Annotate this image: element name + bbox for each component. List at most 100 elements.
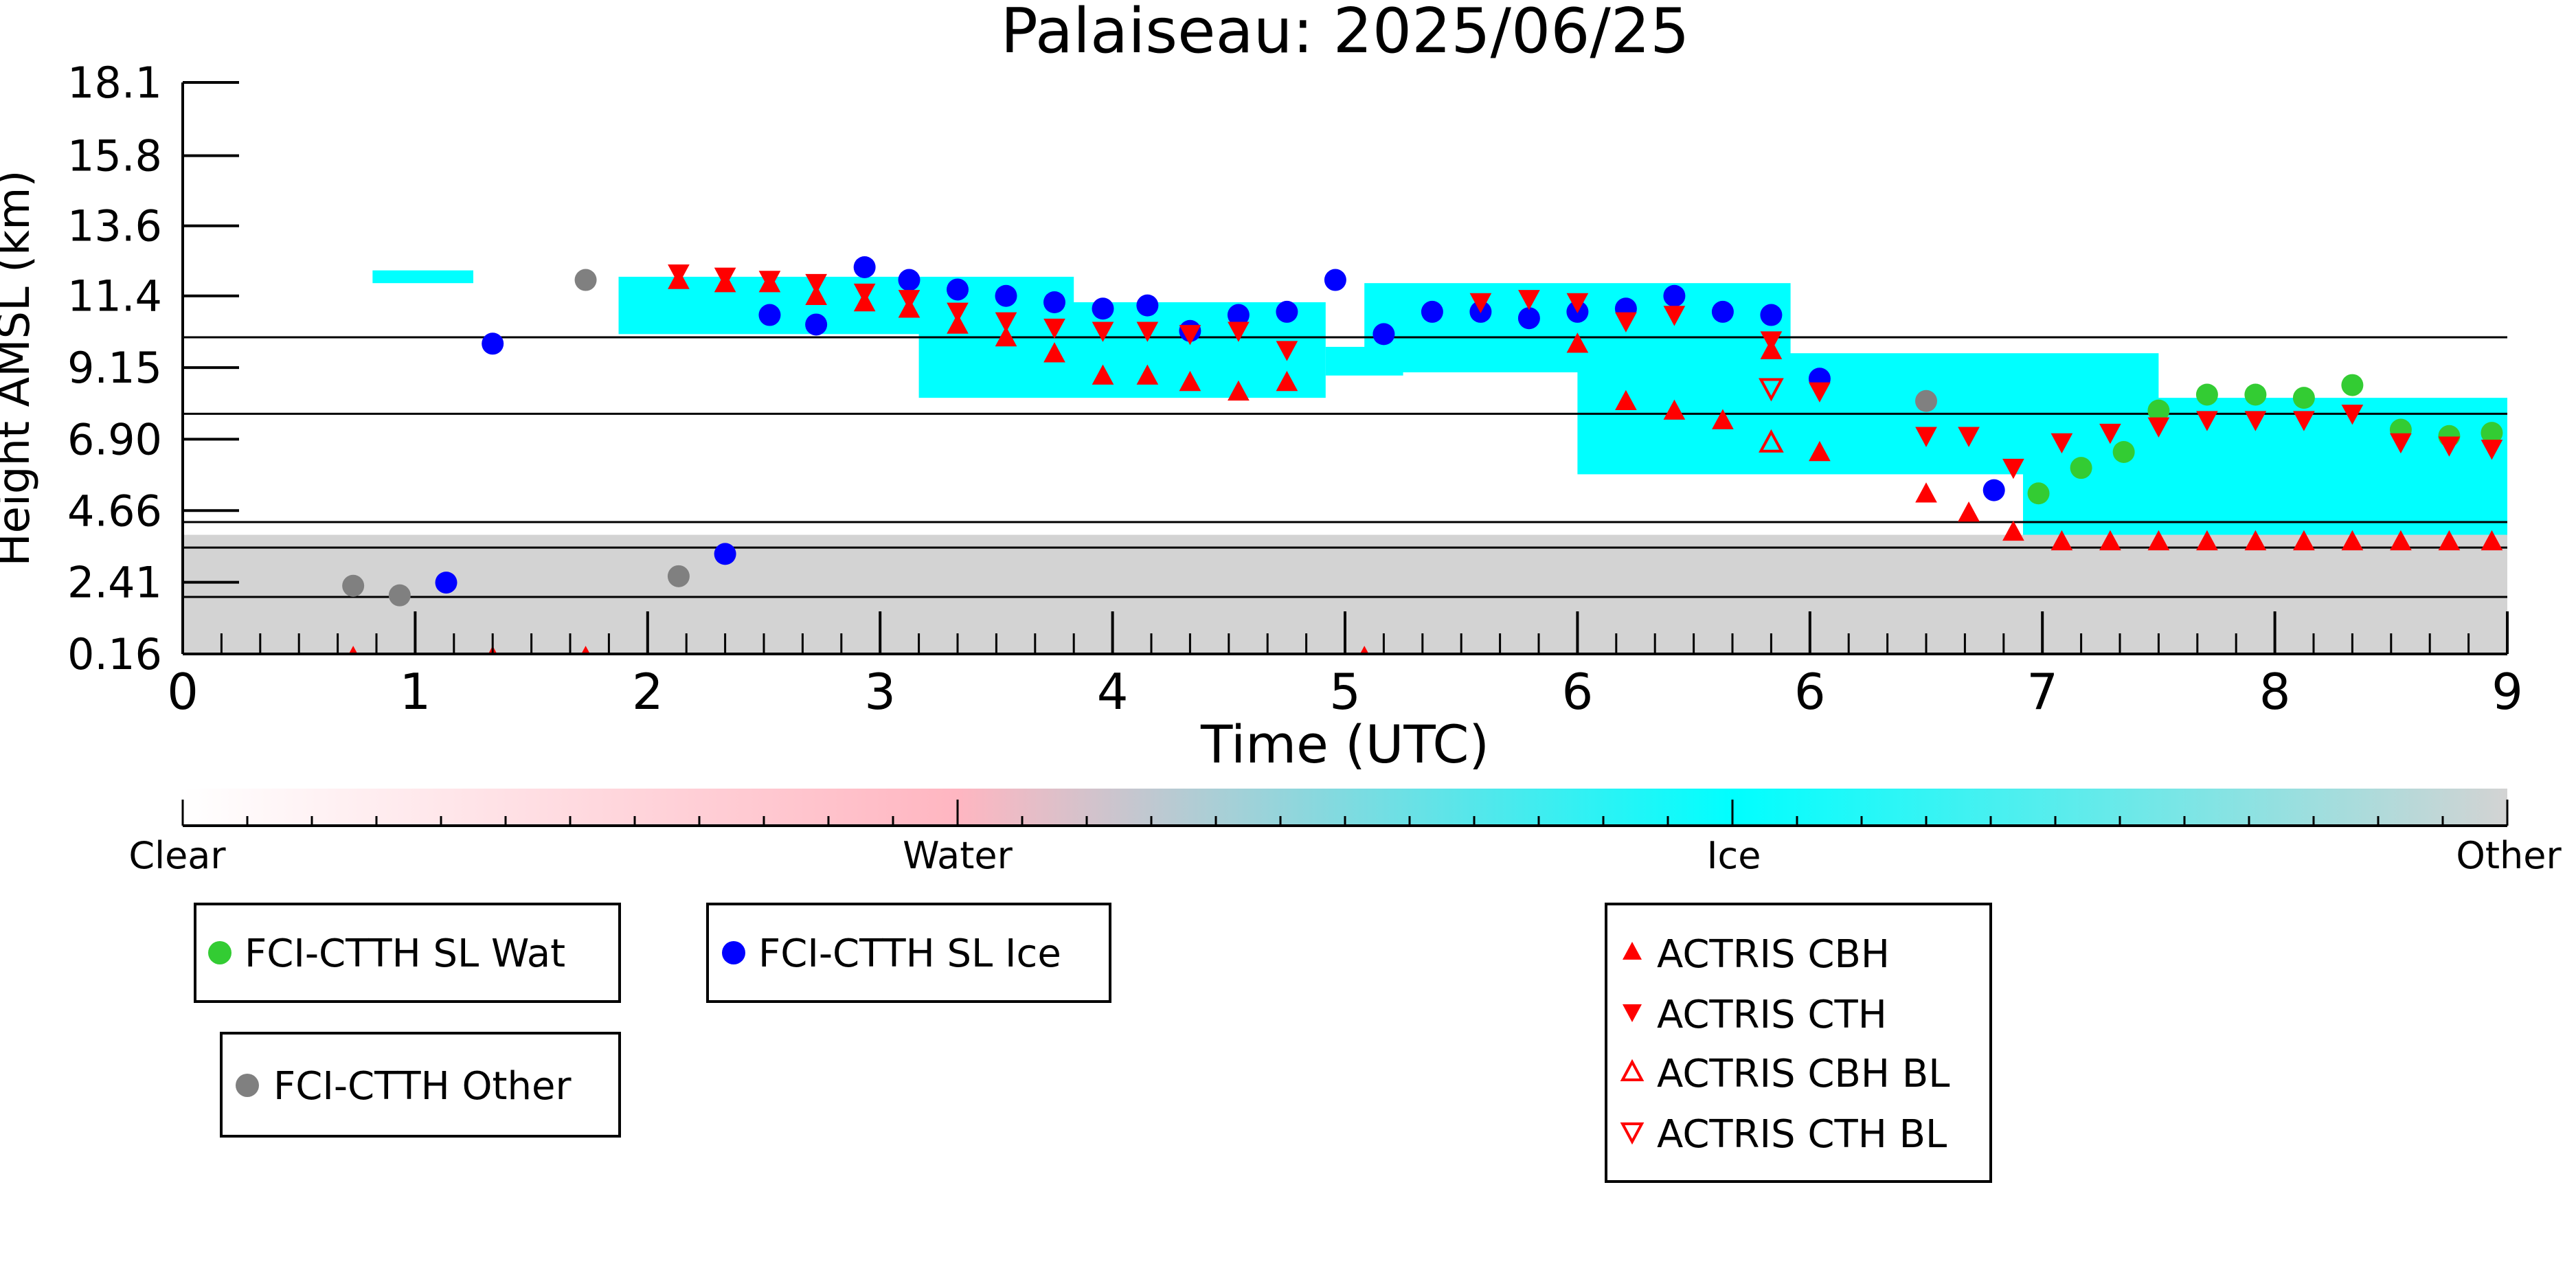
actris-cth-point (805, 273, 827, 295)
actris-cth-point (1179, 325, 1201, 346)
legend-marker-cth (1623, 1004, 1642, 1022)
actris-cbh-point (1663, 399, 1686, 420)
actris-cbh-point (947, 313, 969, 334)
actris-cth-point (1760, 331, 1783, 352)
actris-cth-point (2050, 433, 2073, 454)
y-tick-label: 6.90 (67, 414, 162, 464)
x-tick-label: 6 (1561, 663, 1593, 721)
actris-cth-point (1228, 321, 1250, 342)
legend-frame (194, 903, 621, 1003)
actris-cbh-point (2002, 520, 2024, 541)
actris-cbh-bl-point (1759, 429, 1784, 453)
fci-ctth-sl-wat-point (2244, 383, 2267, 406)
actris-cbh-point (1043, 342, 1065, 363)
fci-ctth-sl-ice-point (1227, 304, 1250, 326)
legend-label-cbh-bl: ACTRIS CBH BL (1657, 1052, 1950, 1096)
x-tick-label: 7 (2026, 663, 2058, 721)
legend-label-cbh: ACTRIS CBH (1657, 932, 1890, 977)
actris-cbh-point (2341, 530, 2364, 551)
actris-cth-point (1958, 427, 1980, 447)
axes: 0.16 2.41 4.66 6.90 9.15 11.4 13.6 15.8 18.1 0 1 2… (67, 58, 2523, 721)
actris-cbh-point (1566, 332, 1589, 353)
fci-ctth-sl-ice-point (898, 269, 920, 291)
fci-ctth-other-point (1915, 389, 1937, 412)
fci-ctth-sl-ice-point (1092, 297, 1114, 320)
actris-cth-point (1092, 321, 1114, 342)
colorbar-label-clear: Clear (128, 834, 226, 877)
actris-cbh-point (1615, 389, 1637, 411)
x-tick-label: 2 (632, 663, 664, 721)
legend-label-cth-bl: ACTRIS CTH BL (1657, 1112, 1947, 1157)
fci-ctth-sl-ice-point (1043, 291, 1065, 313)
actris-cth-point (2341, 405, 2364, 425)
actris-cth-point (898, 290, 920, 310)
small-red-mark (1360, 646, 1369, 654)
legend-box-ice: FCI-CTTH SL Ice (706, 903, 1111, 1003)
x-tick-label: 0 (167, 663, 199, 721)
y-tick-label: 18.1 (67, 58, 162, 108)
actris-cth-point (2438, 436, 2461, 457)
legend-frame (1605, 903, 1992, 1183)
legend-label-cth: ACTRIS CTH (1657, 993, 1887, 1037)
fci-ctth-sl-ice-point (1324, 269, 1346, 291)
fci-ctth-sl-ice-point (1276, 300, 1298, 323)
actris-cbh-point (2147, 530, 2170, 551)
actris-cth-point (2293, 411, 2315, 431)
actris-cth-point (2002, 458, 2024, 479)
fci-ctth-sl-ice-point (1663, 284, 1686, 307)
actris-cth-point (1915, 427, 1937, 447)
chart-title: Palaiseau: 2025/06/25 (1001, 0, 1690, 67)
actris-cbh-point (1136, 364, 1159, 385)
legend-label-ice: FCI-CTTH SL Ice (758, 931, 1061, 976)
legend-marker-cbh-bl (1620, 1059, 1645, 1081)
fci-ctth-sl-ice-point (714, 543, 736, 565)
fci-ctth-sl-ice-point (482, 332, 504, 355)
actris-cth-point (1136, 321, 1159, 342)
fci-ctth-sl-wat-point (2147, 399, 2170, 422)
fci-ctth-sl-wat-point (2112, 440, 2135, 463)
x-tick-label: 8 (2259, 663, 2291, 721)
x-axis-label: Time (UTC) (1200, 714, 1489, 775)
y-tick-label: 11.4 (67, 271, 162, 321)
actris-cth-point (2147, 417, 2170, 438)
actris-cbh-point (2099, 530, 2121, 551)
fci-ctth-sl-wat-point (2070, 457, 2092, 479)
cloud-layer-ice (372, 270, 473, 284)
fci-ctth-sl-ice-point (1421, 300, 1443, 323)
legend-box-other: FCI-CTTH Other (220, 1032, 621, 1138)
actris-cth-point (2481, 440, 2503, 460)
fci-ctth-sl-ice-point (1136, 294, 1159, 317)
colorbar-label-other: Other (2456, 834, 2562, 877)
actris-cth-point (2244, 411, 2267, 431)
legend-marker-ice (722, 941, 745, 964)
actris-cbh-point (2293, 530, 2315, 551)
data-markers (342, 256, 2503, 654)
cloud-layer-ice (2023, 398, 2507, 535)
y-tick-label: 4.66 (67, 486, 162, 536)
actris-cth-point (1615, 312, 1637, 332)
actris-cbh-point (1276, 370, 1298, 392)
actris-cth-point (668, 264, 690, 285)
x-tick-label: 5 (1329, 663, 1361, 721)
colorbar-ticks (181, 800, 2509, 826)
actris-cth-point (1276, 341, 1298, 361)
actris-cbh-point (2390, 530, 2412, 551)
actris-cth-point (1469, 293, 1492, 314)
cloud-layer-ice (918, 302, 1326, 398)
legend-label-wat: FCI-CTTH SL Wat (245, 931, 565, 976)
fci-ctth-sl-ice-point (1372, 323, 1395, 346)
actris-cth-point (1518, 290, 1540, 310)
x-tick-label: 4 (1097, 663, 1129, 721)
fci-ctth-sl-wat-point (2341, 374, 2364, 396)
fci-ctth-sl-wat-point (2292, 387, 2315, 409)
y-tick-label: 15.8 (67, 131, 162, 181)
actris-cth-point (2390, 433, 2412, 454)
small-red-mark (349, 646, 358, 654)
actris-cth-point (1566, 293, 1589, 314)
fci-ctth-sl-wat-point (2481, 422, 2503, 444)
fci-ctth-sl-ice-point (758, 304, 781, 326)
fci-ctth-sl-ice-point (1982, 479, 2005, 501)
legend-frame (220, 1032, 621, 1138)
horizontal-reference-lines (183, 336, 2507, 598)
